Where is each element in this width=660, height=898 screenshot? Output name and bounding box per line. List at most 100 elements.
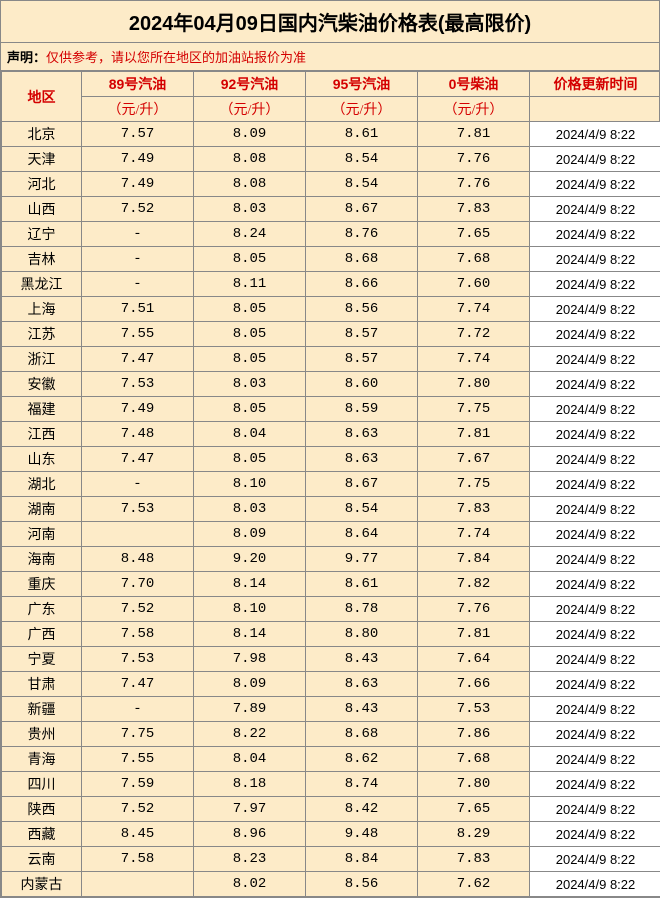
page-title: 2024年04月09日国内汽柴油价格表(最高限价) [1, 1, 659, 43]
price-cell: 7.59 [82, 772, 194, 797]
price-cell: 8.09 [194, 122, 306, 147]
time-cell: 2024/4/9 8:22 [530, 847, 660, 872]
region-cell: 江西 [2, 422, 82, 447]
price-cell: 7.53 [82, 497, 194, 522]
disclaimer-label: 声明： [7, 50, 46, 65]
time-cell: 2024/4/9 8:22 [530, 147, 660, 172]
region-cell: 四川 [2, 772, 82, 797]
table-row: 上海7.518.058.567.742024/4/9 8:22 [2, 297, 660, 322]
table-row: 宁夏7.537.988.437.642024/4/9 8:22 [2, 647, 660, 672]
header-92: 92号汽油 [194, 72, 306, 97]
region-cell: 广东 [2, 597, 82, 622]
header-89: 89号汽油 [82, 72, 194, 97]
price-cell: 8.64 [306, 522, 418, 547]
header-row-1: 地区 89号汽油 92号汽油 95号汽油 0号柴油 价格更新时间 [2, 72, 660, 97]
price-cell: 7.52 [82, 197, 194, 222]
region-cell: 吉林 [2, 247, 82, 272]
price-cell: 7.68 [418, 747, 530, 772]
price-cell: 8.62 [306, 747, 418, 772]
table-row: 广东7.528.108.787.762024/4/9 8:22 [2, 597, 660, 622]
price-cell: 7.64 [418, 647, 530, 672]
disclaimer-text: 仅供参考，请以您所在地区的加油站报价为准 [46, 50, 306, 65]
price-cell: 7.83 [418, 497, 530, 522]
region-cell: 陕西 [2, 797, 82, 822]
price-cell: 8.68 [306, 247, 418, 272]
region-cell: 新疆 [2, 697, 82, 722]
table-row: 河北7.498.088.547.762024/4/9 8:22 [2, 172, 660, 197]
price-cell: 7.52 [82, 597, 194, 622]
price-cell: 8.84 [306, 847, 418, 872]
unit-0: （元/升） [418, 97, 530, 122]
time-cell: 2024/4/9 8:22 [530, 322, 660, 347]
price-cell: 8.10 [194, 472, 306, 497]
region-cell: 湖北 [2, 472, 82, 497]
table-row: 辽宁-8.248.767.652024/4/9 8:22 [2, 222, 660, 247]
time-cell: 2024/4/9 8:22 [530, 222, 660, 247]
region-cell: 云南 [2, 847, 82, 872]
price-cell: 8.23 [194, 847, 306, 872]
price-cell: 7.47 [82, 672, 194, 697]
table-row: 山东7.478.058.637.672024/4/9 8:22 [2, 447, 660, 472]
price-cell: 8.63 [306, 672, 418, 697]
header-region: 地区 [2, 72, 82, 122]
time-cell: 2024/4/9 8:22 [530, 672, 660, 697]
fuel-price-table: 地区 89号汽油 92号汽油 95号汽油 0号柴油 价格更新时间 （元/升） （… [1, 71, 660, 897]
price-cell: 8.78 [306, 597, 418, 622]
price-cell: 7.82 [418, 572, 530, 597]
price-cell: 7.86 [418, 722, 530, 747]
table-row: 天津7.498.088.547.762024/4/9 8:22 [2, 147, 660, 172]
price-cell: 8.03 [194, 497, 306, 522]
price-cell: 7.49 [82, 397, 194, 422]
price-cell: 7.97 [194, 797, 306, 822]
time-cell: 2024/4/9 8:22 [530, 697, 660, 722]
price-cell: 8.05 [194, 447, 306, 472]
price-cell: 8.66 [306, 272, 418, 297]
time-cell: 2024/4/9 8:22 [530, 172, 660, 197]
price-cell: 8.80 [306, 622, 418, 647]
price-cell: 7.80 [418, 372, 530, 397]
price-cell: 9.77 [306, 547, 418, 572]
price-cell: 8.43 [306, 697, 418, 722]
price-cell: 8.54 [306, 497, 418, 522]
price-cell: 7.74 [418, 522, 530, 547]
table-row: 湖南7.538.038.547.832024/4/9 8:22 [2, 497, 660, 522]
price-cell: 8.74 [306, 772, 418, 797]
region-cell: 湖南 [2, 497, 82, 522]
region-cell: 内蒙古 [2, 872, 82, 897]
price-cell: 7.65 [418, 222, 530, 247]
price-cell: 8.76 [306, 222, 418, 247]
price-cell: 7.75 [82, 722, 194, 747]
time-cell: 2024/4/9 8:22 [530, 297, 660, 322]
price-cell: 7.83 [418, 197, 530, 222]
price-cell: 8.08 [194, 172, 306, 197]
time-cell: 2024/4/9 8:22 [530, 597, 660, 622]
price-cell: 7.58 [82, 622, 194, 647]
price-cell: 8.61 [306, 122, 418, 147]
price-cell: 7.76 [418, 172, 530, 197]
price-cell: 8.24 [194, 222, 306, 247]
price-cell: 8.59 [306, 397, 418, 422]
table-row: 安徽7.538.038.607.802024/4/9 8:22 [2, 372, 660, 397]
price-cell: 8.57 [306, 322, 418, 347]
time-cell: 2024/4/9 8:22 [530, 472, 660, 497]
price-cell: 7.51 [82, 297, 194, 322]
region-cell: 安徽 [2, 372, 82, 397]
price-cell: 8.09 [194, 522, 306, 547]
region-cell: 黑龙江 [2, 272, 82, 297]
price-cell: 8.68 [306, 722, 418, 747]
region-cell: 广西 [2, 622, 82, 647]
region-cell: 山西 [2, 197, 82, 222]
price-cell: 7.81 [418, 622, 530, 647]
price-cell: 8.56 [306, 872, 418, 897]
region-cell: 江苏 [2, 322, 82, 347]
price-cell: 7.83 [418, 847, 530, 872]
time-cell: 2024/4/9 8:22 [530, 272, 660, 297]
price-cell: 7.49 [82, 172, 194, 197]
unit-89: （元/升） [82, 97, 194, 122]
time-cell: 2024/4/9 8:22 [530, 547, 660, 572]
price-cell: 8.10 [194, 597, 306, 622]
time-cell: 2024/4/9 8:22 [530, 372, 660, 397]
price-cell: 8.14 [194, 572, 306, 597]
table-row: 山西7.528.038.677.832024/4/9 8:22 [2, 197, 660, 222]
time-cell: 2024/4/9 8:22 [530, 497, 660, 522]
